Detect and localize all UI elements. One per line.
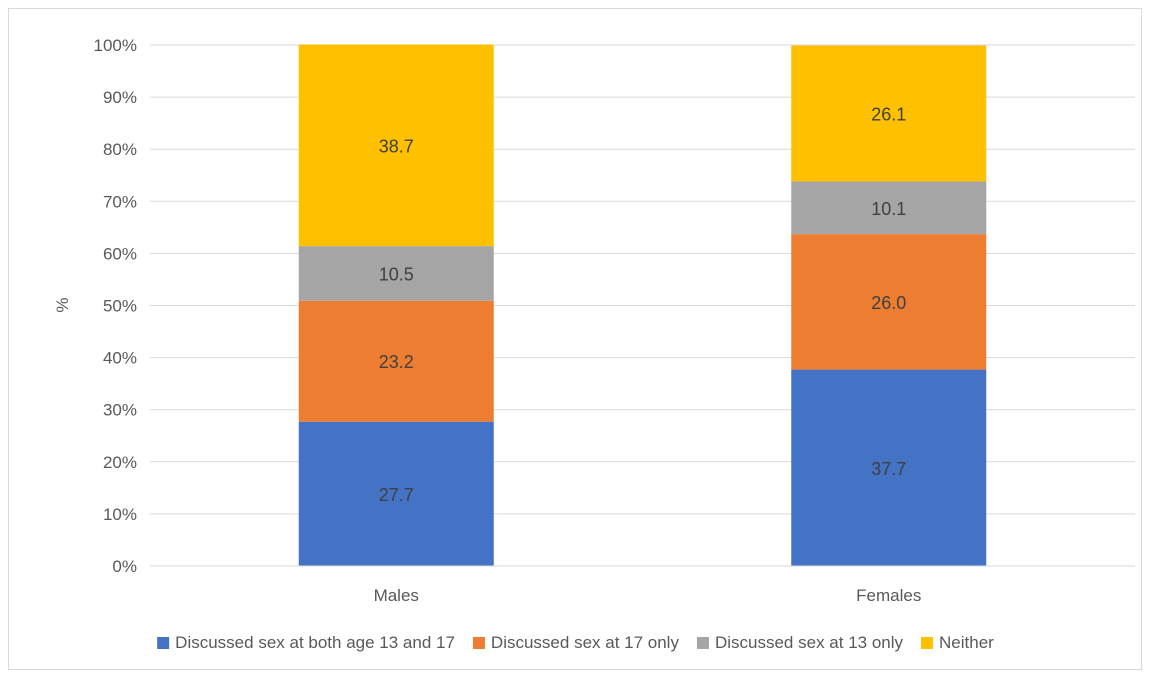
bar-segment [791, 369, 987, 566]
y-tick-label: 90% [103, 88, 137, 107]
legend-swatch [696, 637, 709, 649]
x-tick-label: Females [856, 586, 921, 605]
data-label: 27.7 [379, 485, 414, 505]
y-axis-title: % [53, 297, 72, 312]
bar-segment [298, 421, 494, 566]
data-label: 23.2 [379, 352, 414, 372]
y-tick-label: 0% [112, 557, 137, 576]
y-tick-label: 40% [103, 349, 137, 368]
bar-segment [791, 234, 987, 370]
legend-swatch [921, 637, 934, 649]
legend-label: Neither [939, 633, 994, 652]
y-tick-label: 60% [103, 244, 137, 263]
legend-label: Discussed sex at both age 13 and 17 [175, 633, 455, 652]
bar-segment [298, 44, 494, 247]
y-tick-label: 80% [103, 140, 137, 159]
y-tick-label: 20% [103, 453, 137, 472]
legend-swatch [157, 637, 170, 649]
y-tick-label: 70% [103, 192, 137, 211]
legend-swatch [472, 637, 485, 649]
data-label: 26.1 [871, 105, 906, 125]
y-tick-label: 10% [103, 505, 137, 524]
y-tick-label: 100% [94, 36, 137, 55]
data-label: 38.7 [379, 136, 414, 156]
x-tick-label: Males [374, 586, 419, 605]
y-tick-label: 50% [103, 297, 137, 316]
y-tick-label: 30% [103, 401, 137, 420]
legend-label: Discussed sex at 13 only [715, 633, 904, 652]
data-label: 26.0 [871, 293, 906, 313]
bar-segment [791, 45, 987, 182]
data-label: 10.1 [871, 199, 906, 219]
data-label: 10.5 [379, 264, 414, 284]
data-label: 37.7 [871, 459, 906, 479]
bar-segment [791, 181, 987, 235]
bar-segment [298, 300, 494, 422]
bar-segment [298, 246, 494, 301]
legend-label: Discussed sex at 17 only [491, 633, 680, 652]
